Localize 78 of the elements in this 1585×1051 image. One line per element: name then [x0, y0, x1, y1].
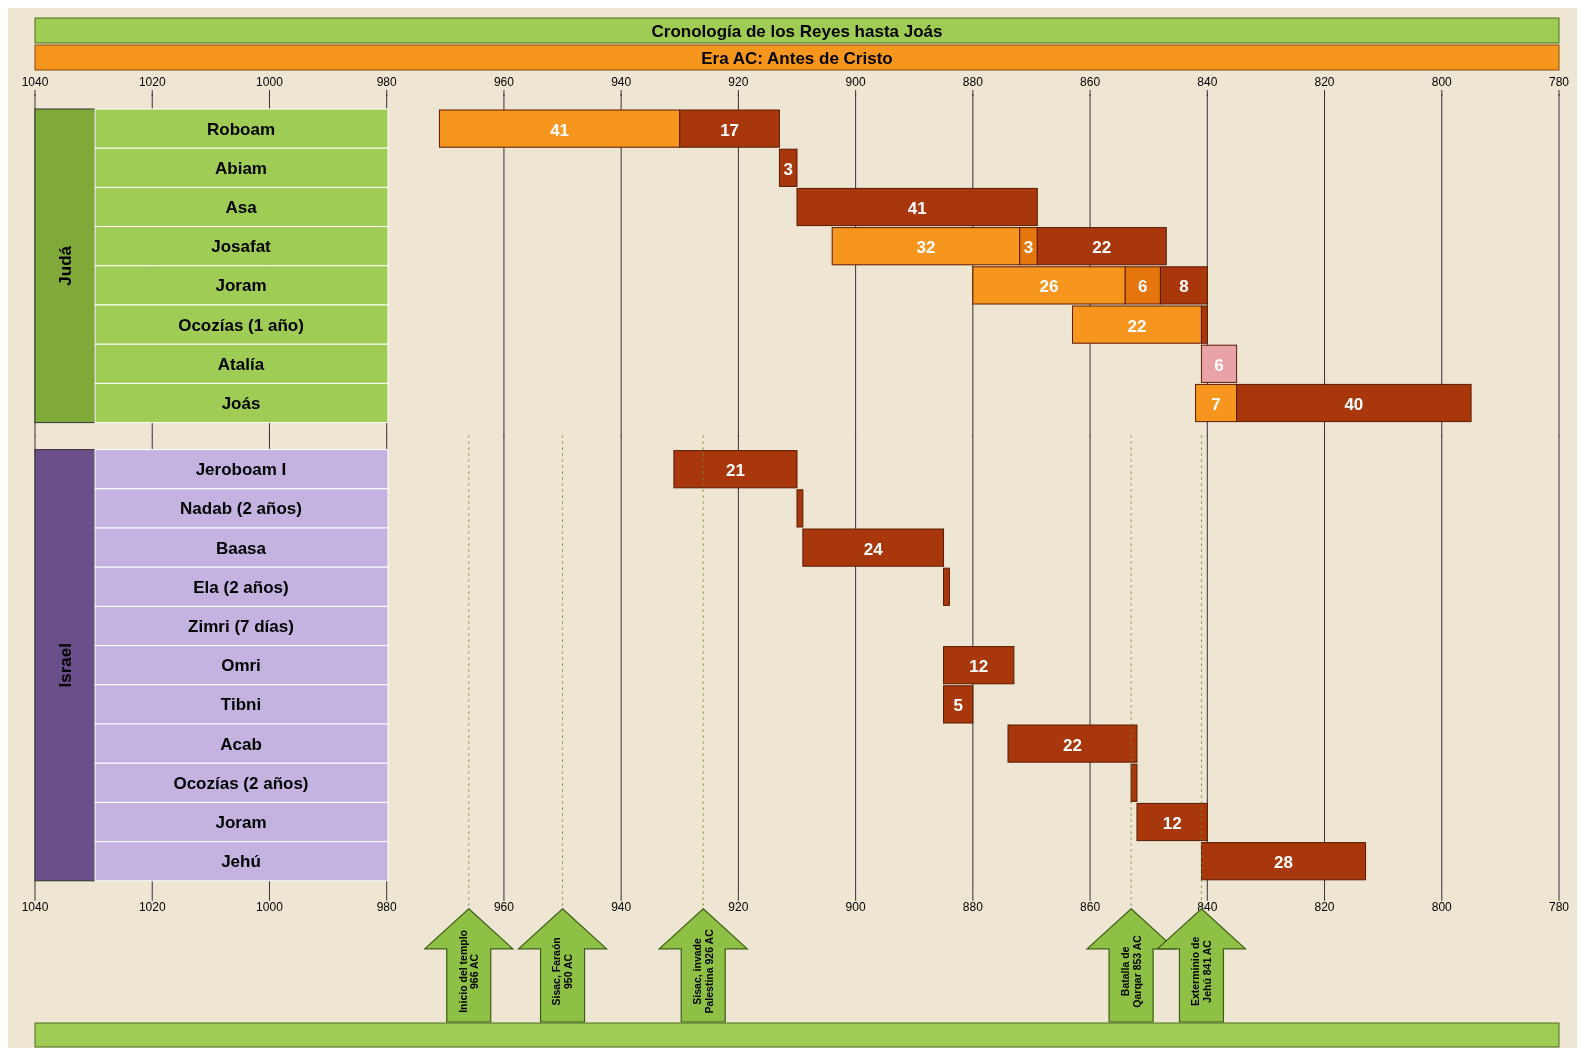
- x-tick-label: 840: [1197, 75, 1218, 90]
- x-tick-label: 960: [493, 900, 515, 914]
- data-label: 24: [863, 539, 884, 559]
- x-tick-label: 940: [611, 900, 632, 914]
- chart-subtitle: Era AC: Antes de Cristo: [701, 48, 893, 68]
- y-tick-label: Omri: [221, 656, 261, 676]
- x-tick-label: 920: [728, 900, 749, 914]
- data-label: 41: [550, 120, 570, 140]
- y-tick-label: Josafat: [211, 237, 272, 257]
- data-label: 5: [953, 696, 963, 716]
- data-label: 41: [907, 198, 927, 218]
- x-tick-label: 1040: [21, 900, 49, 914]
- data-label: 32: [916, 238, 936, 258]
- y-tick-label: Joram: [215, 812, 267, 832]
- x-tick-label: 880: [962, 75, 984, 90]
- x-tick-label: 860: [1080, 75, 1101, 90]
- x-tick-label: 880: [962, 900, 984, 914]
- y-tick-label: Ela (2 años): [193, 577, 289, 597]
- x-tick-label: 980: [376, 75, 398, 90]
- ref-line-label: Sisac, invade Palestina 926 AC: [691, 928, 715, 1014]
- x-tick-label: 780: [1548, 75, 1570, 90]
- data-label: 26: [1039, 277, 1059, 297]
- x-tick-label: 1020: [138, 900, 166, 914]
- x-tick-label: 960: [493, 75, 515, 90]
- x-tick-label: 780: [1548, 900, 1570, 914]
- y-tick-label: Ocozías (2 años): [173, 773, 309, 793]
- x-tick-label: 820: [1314, 75, 1335, 90]
- data-label: 22: [1127, 316, 1147, 336]
- data-label: 17: [720, 120, 740, 140]
- x-tick-label: 940: [611, 75, 632, 90]
- data-label: 22: [1092, 238, 1112, 258]
- x-tick-label: 1020: [138, 75, 166, 90]
- data-label: 12: [969, 657, 989, 677]
- y-tick-label: Atalía: [217, 354, 265, 374]
- data-label: 22: [1063, 735, 1082, 755]
- y-tick-label: Jeroboam I: [195, 460, 287, 480]
- y-tick-label: Asa: [225, 197, 258, 217]
- x-tick-label: 1000: [256, 75, 284, 90]
- data-label: 6: [1214, 355, 1224, 375]
- y-tick-label: Joram: [215, 276, 267, 296]
- data-label: 21: [725, 461, 745, 481]
- data-label: 3: [1023, 238, 1034, 258]
- y-axis-title: Israel: [55, 642, 75, 688]
- x-tick-label: 800: [1431, 75, 1453, 90]
- data-label: 12: [1162, 813, 1182, 833]
- x-tick-label: 1040: [21, 75, 49, 90]
- y-axis-title: Judá: [55, 245, 75, 286]
- ref-line-label: Sisac, Faraón 950 AC: [550, 937, 574, 1006]
- x-tick-label: 860: [1080, 900, 1101, 914]
- chart-title: Cronología de los Reyes hasta Joás: [651, 21, 943, 41]
- data-label: 6: [1138, 277, 1148, 297]
- y-tick-label: Ocozías (1 año): [178, 315, 304, 335]
- x-tick-label: 920: [728, 75, 749, 90]
- data-label: 3: [783, 159, 793, 179]
- x-tick-label: 900: [845, 75, 866, 90]
- y-tick-label: Jehú: [221, 852, 261, 872]
- y-tick-label: Zimri (7 días): [188, 616, 294, 636]
- y-tick-label: Tibni: [220, 695, 262, 715]
- data-label: 8: [1179, 277, 1189, 297]
- ref-line-label: Exterminio de Jehú 841 AC: [1189, 936, 1213, 1007]
- y-tick-label: Acab: [220, 734, 262, 754]
- y-tick-label: Roboam: [207, 119, 275, 139]
- x-tick-label: 820: [1314, 900, 1335, 914]
- x-tick-label: 800: [1431, 900, 1453, 914]
- data-label: 7: [1211, 394, 1221, 414]
- x-tick-label: 980: [376, 900, 398, 914]
- y-tick-label: Nadab (2 años): [180, 499, 302, 519]
- data-label: 40: [1344, 394, 1364, 414]
- y-tick-label: Joás: [221, 393, 261, 413]
- y-tick-label: Baasa: [215, 538, 267, 558]
- subtitle-banner: Era AC: Antes de Cristo: [34, 44, 1560, 71]
- ref-line-label: Inicio del templo 966 AC: [456, 929, 481, 1013]
- x-tick-label: 1000: [256, 900, 284, 914]
- ref-line-label: Batalla de Qarqar 853 AC: [1119, 934, 1143, 1008]
- x-tick-label: 900: [845, 900, 866, 914]
- y-tick-label: Abiam: [215, 158, 267, 178]
- title-banner: Cronología de los Reyes hasta Joás: [34, 17, 1560, 44]
- data-label: 28: [1274, 853, 1293, 873]
